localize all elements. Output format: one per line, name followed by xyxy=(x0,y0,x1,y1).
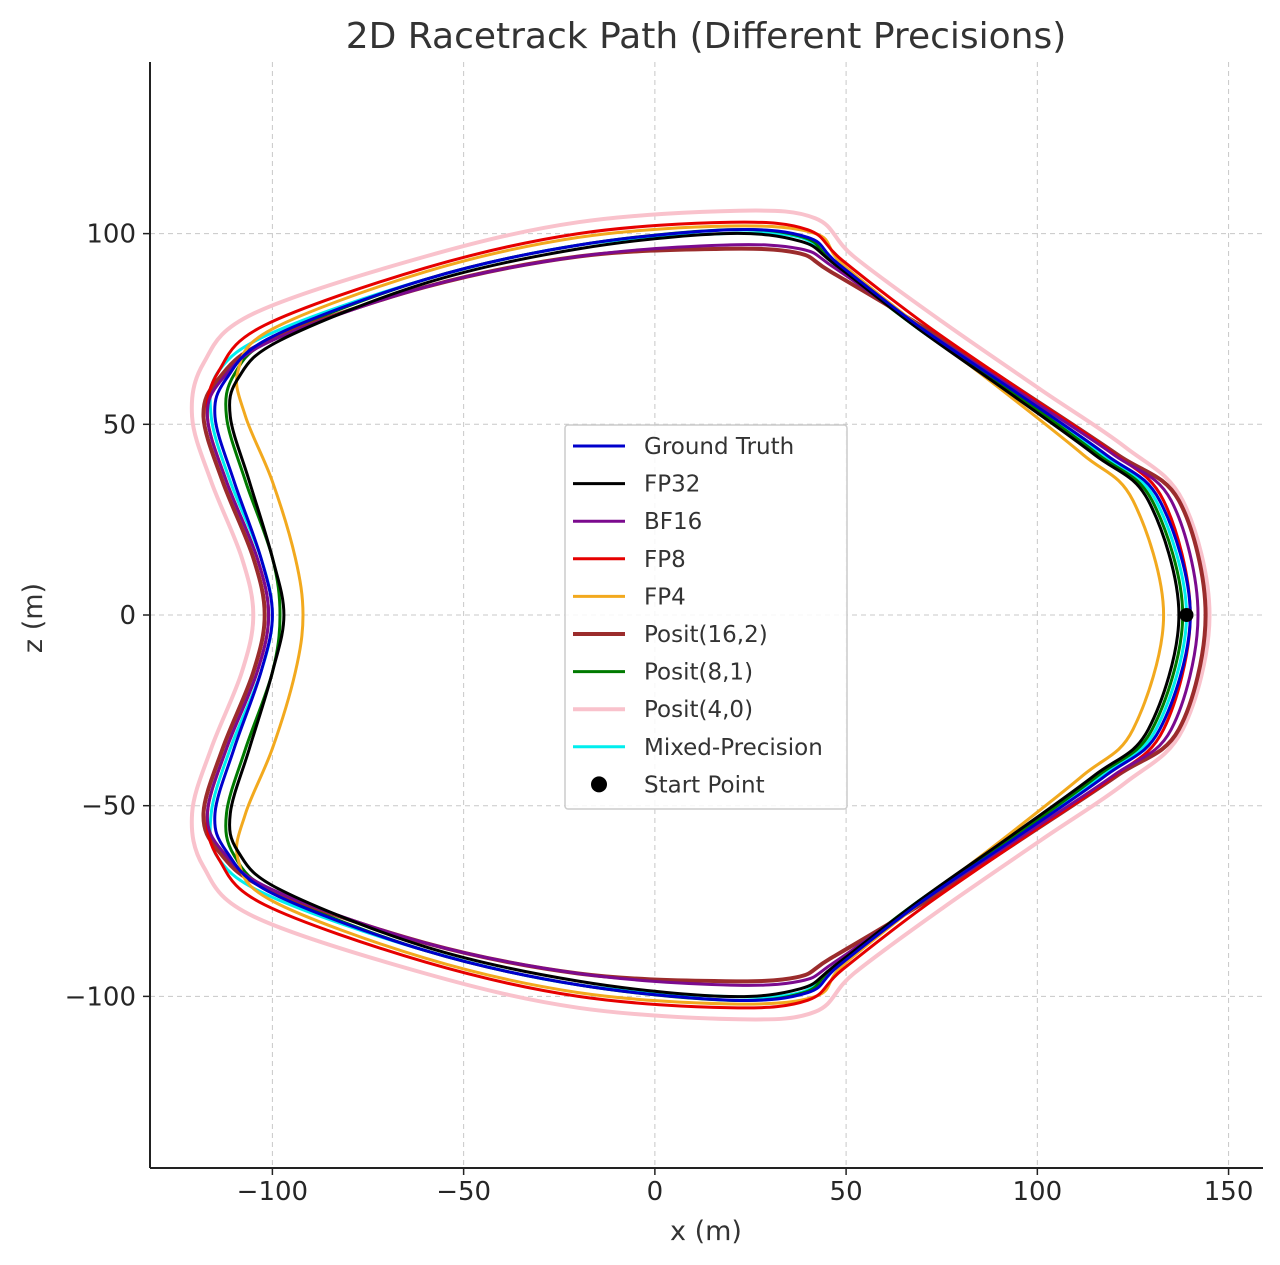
series-line-ground-truth xyxy=(213,228,1192,1002)
legend-item-posit-16-2: Posit(16,2) xyxy=(573,622,768,648)
legend-label: Ground Truth xyxy=(644,434,794,460)
series-line-posit-16-2 xyxy=(201,246,1208,984)
legend-item-posit-4-0: Posit(4,0) xyxy=(573,697,753,723)
legend-box xyxy=(564,424,848,810)
legend-item-ground-truth: Ground Truth xyxy=(573,434,794,460)
y-axis-label: z (m) xyxy=(18,583,49,653)
x-tick-label: 50 xyxy=(830,1177,863,1207)
legend-item-fp32: FP32 xyxy=(573,472,700,498)
series-layer xyxy=(189,208,1212,1022)
y-tick-label: 0 xyxy=(119,601,136,631)
legend: Ground Truth FP32 BF16 FP8 FP4 Posit(16,2) Pos… xyxy=(564,424,848,810)
ticks: −100 −50 0 50 100 150 −100 −50 0 50 100 xyxy=(65,220,1254,1207)
y-tick-label: 100 xyxy=(86,220,136,250)
legend-item-bf16: BF16 xyxy=(573,509,702,535)
y-tick-label: −50 xyxy=(81,792,136,822)
legend-item-mixed-precision: Mixed-Precision xyxy=(573,735,823,761)
legend-label: FP8 xyxy=(644,547,686,573)
x-tick-label: −50 xyxy=(436,1177,491,1207)
y-tick-label: 50 xyxy=(103,410,136,440)
series-line-bf16 xyxy=(205,243,1200,987)
legend-item-posit-8-1: Posit(8,1) xyxy=(573,660,753,686)
legend-label: Mixed-Precision xyxy=(644,735,823,761)
legend-swatch xyxy=(591,776,607,793)
marker-start-point xyxy=(1179,608,1194,622)
legend-label: FP32 xyxy=(644,472,700,498)
legend-label: Start Point xyxy=(644,772,765,798)
legend-label: BF16 xyxy=(644,509,702,535)
legend-item-fp8: FP8 xyxy=(573,547,686,573)
legend-item-fp4: FP4 xyxy=(573,584,686,610)
chart-title: 2D Racetrack Path (Different Precisions) xyxy=(346,16,1067,57)
legend-label: Posit(4,0) xyxy=(644,697,753,723)
x-tick-label: 100 xyxy=(1013,1177,1063,1207)
legend-label: Posit(16,2) xyxy=(644,622,768,648)
x-tick-label: −100 xyxy=(237,1177,308,1207)
legend-label: FP4 xyxy=(644,584,686,610)
y-tick-label: −100 xyxy=(65,982,136,1012)
legend-item-start-point: Start Point xyxy=(591,772,765,798)
x-tick-label: 150 xyxy=(1204,1177,1254,1207)
series-line-posit-4-0 xyxy=(189,208,1212,1022)
marker-layer xyxy=(1179,608,1194,622)
legend-label: Posit(8,1) xyxy=(644,660,753,686)
series-line-fp32 xyxy=(228,231,1181,999)
x-tick-label: 0 xyxy=(647,1177,664,1207)
series-line-fp4 xyxy=(234,224,1166,1006)
x-axis-label: x (m) xyxy=(670,1216,742,1247)
